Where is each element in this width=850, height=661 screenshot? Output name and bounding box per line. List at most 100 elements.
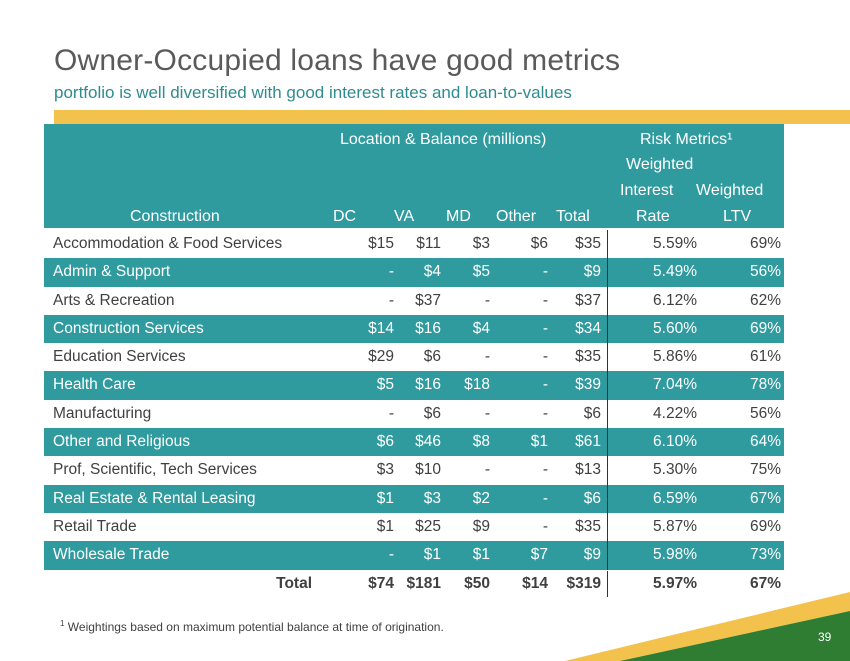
md-value: $3 <box>472 235 490 252</box>
column-divider-total <box>607 571 608 597</box>
header-construction: Construction <box>130 208 220 225</box>
dc-value: $5 <box>376 376 394 394</box>
va-value: $11 <box>416 235 441 252</box>
rate-value: 5.49% <box>653 263 697 281</box>
other-value: - <box>542 489 548 507</box>
table-row: Prof, Scientific, Tech Services $3 $10 -… <box>44 456 784 484</box>
md-value: $4 <box>472 319 490 337</box>
header-ltv-line1: Weighted <box>696 182 764 199</box>
md-value: $18 <box>464 376 490 394</box>
ltv-value: 69% <box>749 319 781 337</box>
table-body: Accommodation & Food Services $15 $11 $3… <box>44 230 784 570</box>
table-row: Education Services $29 $6 - - $35 5.86% … <box>44 343 784 371</box>
industry-name: Construction Services <box>53 319 204 337</box>
va-value: $16 <box>415 319 441 337</box>
other-value: - <box>542 319 548 337</box>
total-rate-value: 5.97% <box>653 575 697 592</box>
md-value: $1 <box>472 546 490 564</box>
header-rate-line3: Rate <box>636 208 670 225</box>
column-divider-body <box>607 230 608 570</box>
rate-value: 5.87% <box>653 517 697 535</box>
rate-value: 7.04% <box>653 376 697 394</box>
md-value: $5 <box>472 263 490 281</box>
header-dc: DC <box>333 208 357 225</box>
va-value: $46 <box>415 433 441 451</box>
industry-name: Admin & Support <box>53 263 171 281</box>
dc-value: $29 <box>368 348 394 366</box>
header-other: Other <box>496 208 537 225</box>
table-row: Retail Trade $1 $25 $9 - $35 5.87% 69% <box>44 513 784 541</box>
total-value: $34 <box>575 319 601 337</box>
industry-name: Health Care <box>53 376 136 394</box>
industry-name: Wholesale Trade <box>53 546 170 564</box>
table-row: Arts & Recreation - $37 - - $37 6.12% 62… <box>44 287 784 315</box>
table-row: Health Care $5 $16 $18 - $39 7.04% 78% <box>44 371 784 400</box>
other-value: - <box>542 517 548 535</box>
va-value: $3 <box>423 489 441 507</box>
dc-value: $1 <box>376 489 394 507</box>
other-value: - <box>542 348 548 366</box>
md-value: $8 <box>472 433 490 451</box>
header-total: Total <box>556 208 590 225</box>
rate-value: 5.86% <box>653 348 697 366</box>
dc-value: - <box>388 291 394 309</box>
va-value: $25 <box>415 517 441 535</box>
total-va-value: $181 <box>406 575 441 592</box>
dc-value: $3 <box>376 461 394 479</box>
dc-value: $1 <box>376 517 394 535</box>
gold-accent-bar <box>54 110 850 124</box>
table-row: Real Estate & Rental Leasing $1 $3 $2 - … <box>44 484 784 513</box>
rate-value: 6.59% <box>653 489 697 507</box>
total-ltv-value: 67% <box>749 575 781 592</box>
table-row: Manufacturing - $6 - - $6 4.22% 56% <box>44 400 784 428</box>
ltv-value: 64% <box>749 433 781 451</box>
total-value: $61 <box>575 433 601 451</box>
table-row: Wholesale Trade - $1 $1 $7 $9 5.98% 73% <box>44 541 784 570</box>
industry-name: Education Services <box>53 348 186 366</box>
footnote: 1 Weightings based on maximum potential … <box>60 619 444 634</box>
rate-value: 5.60% <box>653 319 697 337</box>
total-dc-value: $74 <box>368 575 394 592</box>
other-value: - <box>542 263 548 281</box>
rate-value: 5.30% <box>653 461 697 479</box>
total-value: $9 <box>583 263 601 281</box>
header-md: MD <box>446 208 471 225</box>
total-value: $35 <box>575 517 601 535</box>
va-value: $4 <box>423 263 441 281</box>
other-value: - <box>542 376 548 394</box>
rate-value: 4.22% <box>653 404 697 422</box>
ltv-value: 61% <box>749 348 781 366</box>
ltv-value: 69% <box>749 235 781 252</box>
total-value: $6 <box>583 489 601 507</box>
other-value: $6 <box>530 235 548 252</box>
total-value: $9 <box>583 546 601 564</box>
total-value: $39 <box>575 376 601 394</box>
industry-name: Manufacturing <box>53 404 152 422</box>
total-md-value: $50 <box>464 575 490 592</box>
md-value: - <box>484 348 490 366</box>
total-value: $35 <box>575 348 601 366</box>
va-value: $6 <box>423 404 441 422</box>
md-value: $2 <box>472 489 490 507</box>
dc-value: - <box>388 263 394 281</box>
total-other-value: $14 <box>522 575 548 592</box>
ltv-value: 56% <box>749 404 781 422</box>
table-row: Accommodation & Food Services $15 $11 $3… <box>44 230 784 258</box>
table-header: Location & Balance (millions) Risk Metri… <box>44 124 784 228</box>
industry-name: Accommodation & Food Services <box>53 235 283 252</box>
header-ltv-line2: LTV <box>723 208 752 225</box>
dc-value: $14 <box>368 319 394 337</box>
dc-value: - <box>388 404 394 422</box>
md-value: - <box>484 404 490 422</box>
total-value: $13 <box>575 461 601 479</box>
va-value: $16 <box>415 376 441 394</box>
dc-value: $6 <box>376 433 394 451</box>
rate-value: 6.10% <box>653 433 697 451</box>
va-value: $6 <box>423 348 441 366</box>
md-value: - <box>484 461 490 479</box>
other-value: - <box>542 461 548 479</box>
other-value: $7 <box>530 546 548 564</box>
total-value: $35 <box>575 235 601 252</box>
dc-value: - <box>388 546 394 564</box>
dc-value: $15 <box>368 235 394 252</box>
